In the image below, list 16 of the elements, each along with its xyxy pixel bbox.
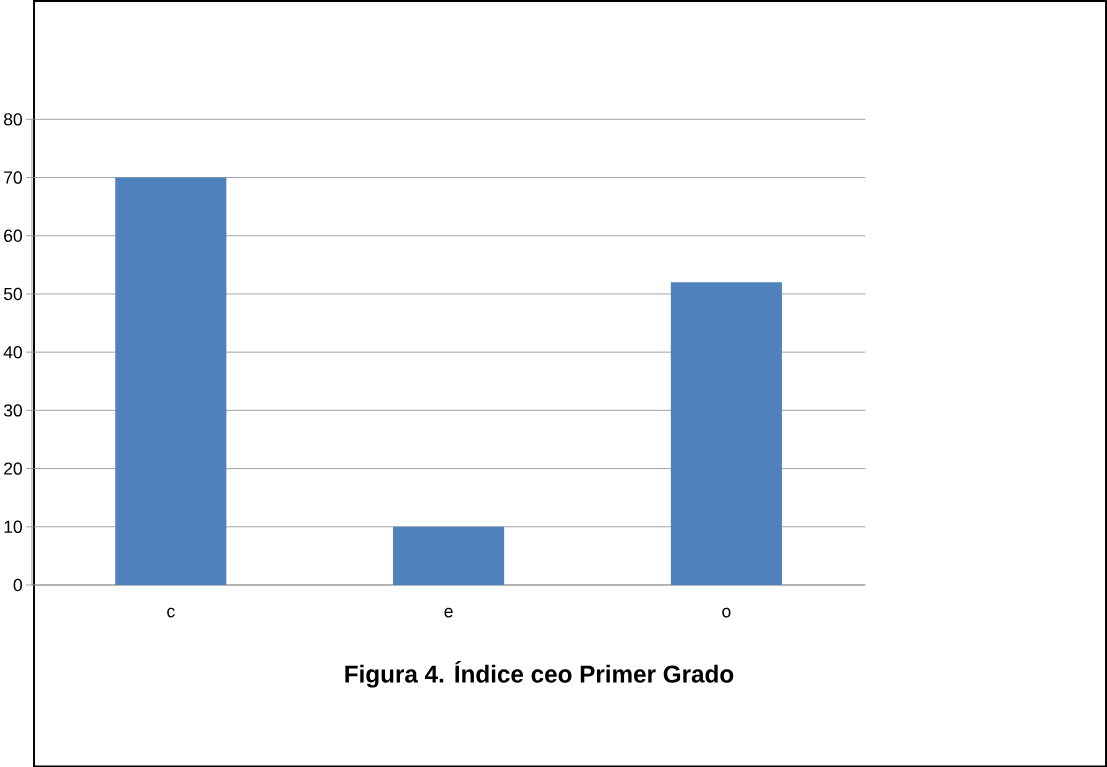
bar	[115, 177, 227, 585]
bar	[670, 282, 782, 585]
text: Figura 4. Índice ceo Primer Grado	[345, 660, 734, 688]
y-tick-label: 70	[4, 171, 22, 184]
x-tick-label: e	[444, 607, 453, 618]
y-tick-label: 20	[4, 462, 22, 475]
x-tick-label: o	[722, 607, 731, 618]
y-tick-label: 80	[4, 112, 22, 126]
y-tick-label: 0	[13, 578, 22, 591]
y-tick-label: 30	[3, 403, 22, 417]
y-tick-label: 10	[4, 520, 22, 533]
bar	[393, 526, 505, 585]
x-tick-label: c	[167, 607, 175, 618]
y-tick-label: 40	[3, 345, 22, 359]
y-tick-label: 60	[4, 229, 22, 242]
y-tick-label: 50	[3, 287, 22, 300]
